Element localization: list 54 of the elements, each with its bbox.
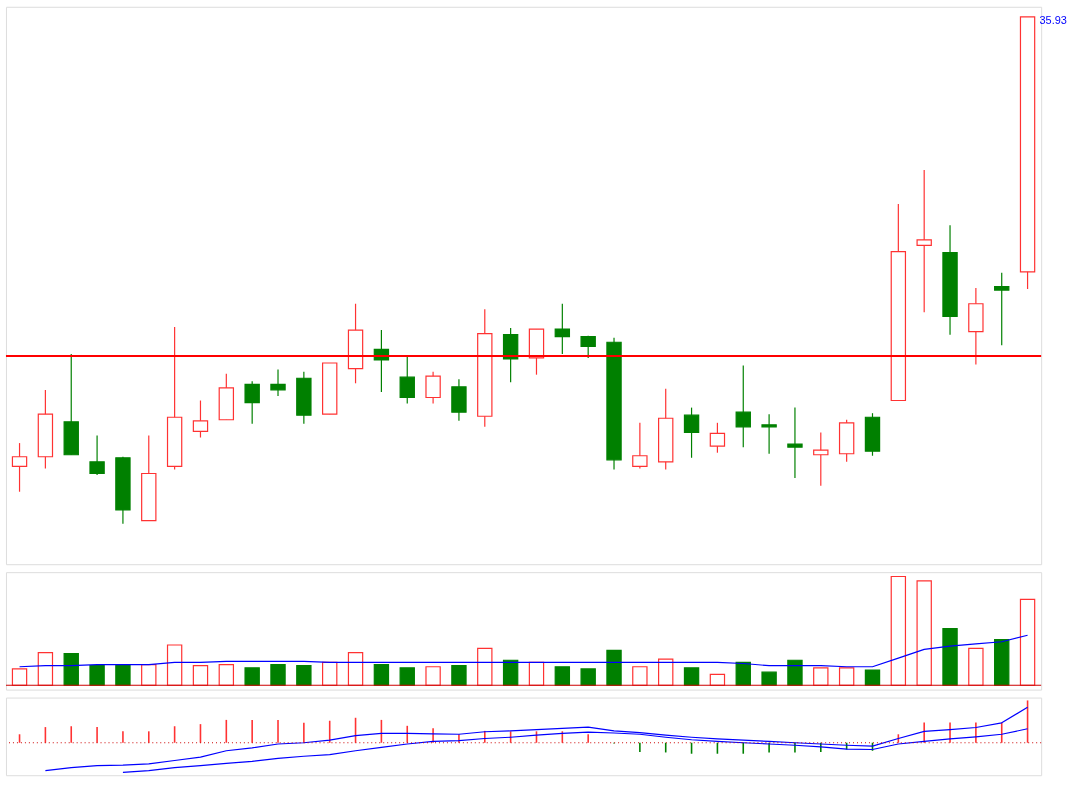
candlestick [270,369,286,397]
bar [813,667,829,686]
candlestick [813,431,829,487]
candlestick [761,413,777,455]
candlestick [632,422,648,470]
bar [141,663,157,686]
bar [11,668,28,686]
bar [968,647,984,686]
candlestick [399,356,415,405]
candlestick [787,407,803,479]
bar [838,667,855,686]
bar [399,667,415,686]
candlestick [11,442,28,493]
bar [296,665,312,686]
candlestick [554,303,571,355]
bar [735,661,751,686]
bar [166,644,183,686]
bar [425,666,441,686]
candlestick [244,380,260,425]
bar [994,638,1010,686]
bar [942,628,958,686]
bar [373,663,390,686]
bar [244,667,260,686]
bar [37,652,54,686]
candlestick [89,434,105,476]
bar [115,665,131,686]
bar [218,663,235,686]
bar [761,671,777,686]
bar [580,668,596,686]
bar [554,666,571,686]
bar [787,659,803,686]
candlestick [709,422,726,454]
bar [502,659,519,686]
bar [63,653,79,686]
bar [916,580,932,686]
bar [1019,598,1036,686]
bar [192,665,209,686]
bar [606,649,622,686]
bar [477,647,493,686]
bar [347,652,364,686]
candlestick [192,399,209,439]
bar [89,665,105,686]
candlestick [683,407,700,459]
bar [864,669,881,686]
candlestick [994,272,1010,346]
bar [270,663,286,686]
bar [451,665,467,686]
bar [683,667,700,686]
candlestick [425,371,441,405]
candlestick [735,364,751,448]
bar [632,666,648,686]
annotation: 35.93 [1039,13,1067,26]
bar [890,575,907,686]
candlestick [916,169,932,313]
